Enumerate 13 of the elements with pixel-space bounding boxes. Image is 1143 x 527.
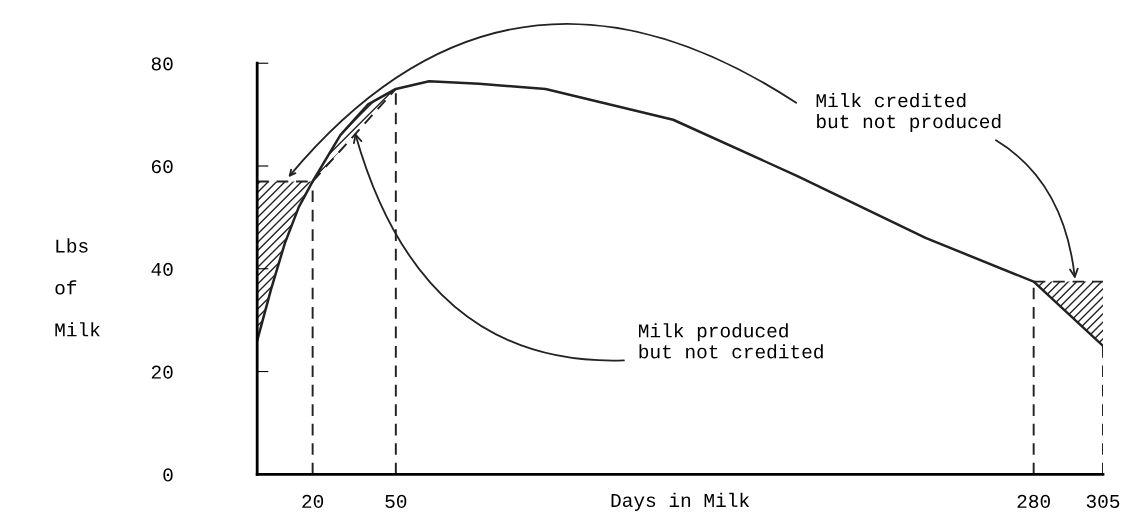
- y-tick-label: 0: [163, 468, 173, 482]
- y-tick-label: 20: [151, 365, 173, 379]
- y-tick-label: 40: [151, 262, 173, 277]
- x-tick-label: 50: [385, 494, 407, 509]
- y-tick-label: 60: [151, 160, 173, 174]
- x-tick-label: 280: [1017, 494, 1050, 509]
- annotation: Milk credited but not produced: [816, 93, 1001, 133]
- x-tick-label: 20: [302, 494, 324, 509]
- x-tick-label: 305: [1086, 494, 1120, 509]
- y-tick-label: 80: [151, 57, 173, 71]
- text: Lbs of Milk: [55, 238, 100, 337]
- x-axis-title: Days in Milk: [611, 492, 750, 511]
- annotation: Milk produced but not credited: [639, 323, 823, 359]
